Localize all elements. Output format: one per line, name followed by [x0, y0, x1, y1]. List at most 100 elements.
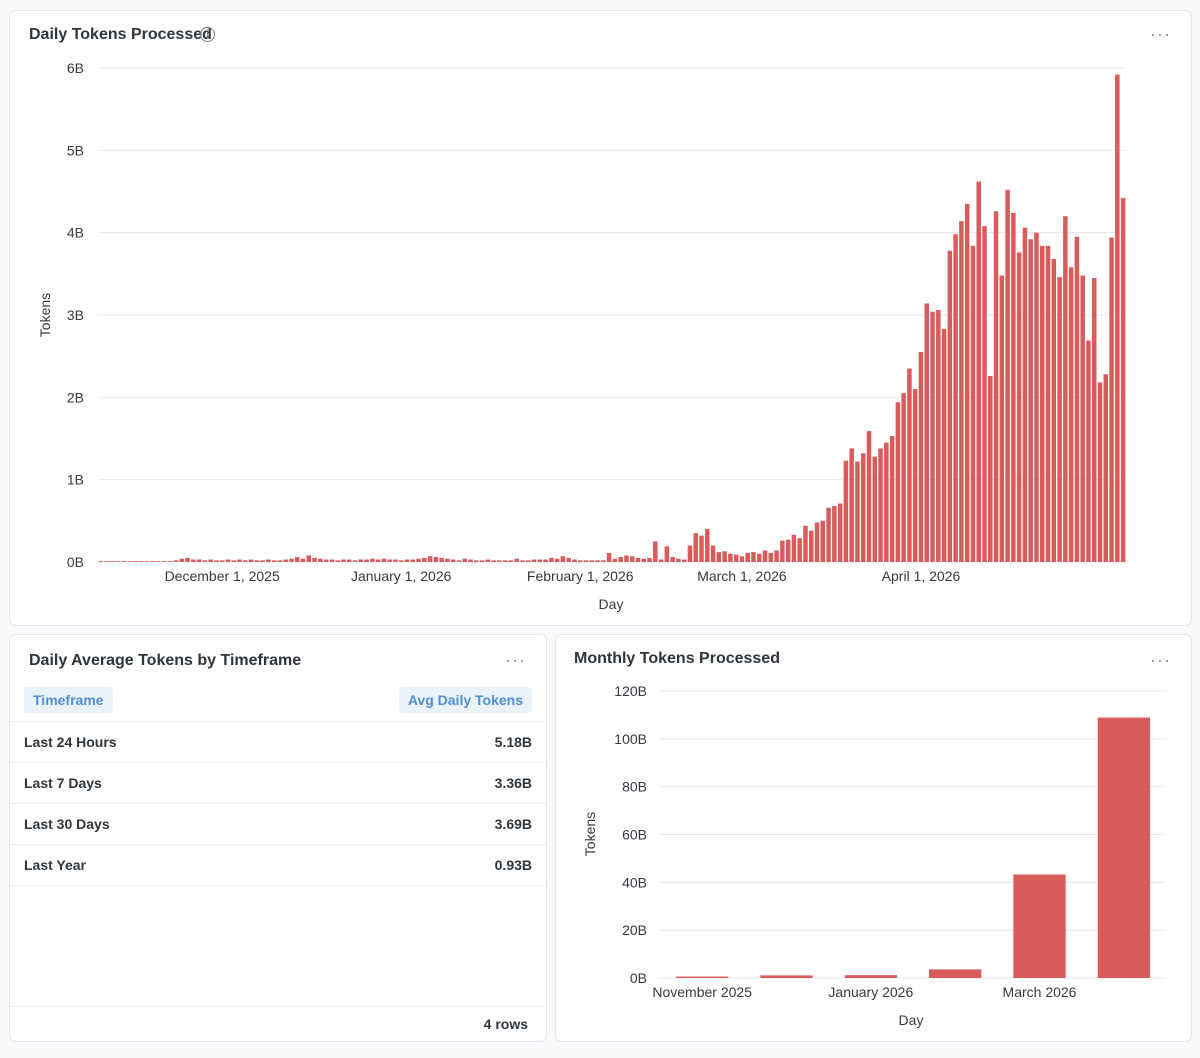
y-tick-label: 5B [67, 142, 84, 158]
daily-bar [479, 560, 485, 562]
daily-bar [912, 389, 918, 562]
daily-tokens-chart: 0B 1B 2B 3B 4B 5B 6B December 1, 2025 January 1,… [37, 60, 1126, 612]
daily-bar [733, 554, 739, 562]
daily-bar [162, 561, 167, 562]
daily-bar [901, 393, 906, 562]
daily-bar [289, 558, 294, 562]
avg-cell: 5.18B [494, 734, 532, 750]
daily-bar [728, 553, 733, 562]
daily-bar [474, 560, 479, 562]
daily-bar [1040, 245, 1045, 562]
daily-bar [277, 560, 283, 562]
daily-bar [237, 559, 242, 562]
daily-bar [104, 561, 109, 562]
daily-tokens-card: Daily Tokens Processed i ··· 0B 1B 2B 3B 4B 5… [9, 10, 1192, 626]
daily-bar [566, 557, 571, 562]
daily-bar [601, 560, 606, 562]
daily-bar [664, 546, 670, 562]
daily-bar [231, 560, 236, 562]
daily-bar [895, 402, 901, 562]
daily-bar [173, 560, 179, 562]
daily-bar [485, 559, 491, 562]
y-axis-label: Tokens [37, 293, 53, 337]
daily-bar [208, 559, 213, 562]
daily-bar [1097, 382, 1103, 562]
daily-bar [439, 557, 444, 562]
daily-bar [687, 545, 693, 562]
daily-bar [814, 522, 820, 562]
daily-bar [624, 555, 629, 562]
daily-bar [491, 560, 496, 562]
daily-bar [982, 226, 987, 562]
daily-bar [375, 559, 381, 562]
column-header-avg-daily-tokens[interactable]: Avg Daily Tokens [398, 687, 532, 713]
daily-bar [774, 550, 779, 562]
daily-bar [352, 560, 358, 562]
daily-bar [797, 538, 802, 562]
daily-bar [271, 560, 277, 562]
avg-card-menu-icon[interactable]: ··· [505, 650, 526, 670]
daily-bar [219, 560, 225, 562]
daily-bar [508, 560, 514, 562]
daily-bar [924, 303, 930, 562]
y-tick-label: 6B [67, 60, 84, 76]
column-header-timeframe[interactable]: Timeframe [24, 687, 113, 713]
daily-bar [820, 520, 826, 562]
daily-bar [526, 560, 531, 562]
y-tick-label: 40B [622, 874, 647, 890]
monthly-bar [676, 976, 729, 978]
monthly-card-menu-icon[interactable]: ··· [1150, 650, 1171, 670]
y-tick-label: 2B [67, 389, 84, 405]
y-tick-label: 20B [622, 922, 647, 938]
daily-bar [1120, 198, 1126, 562]
daily-bar [780, 540, 785, 562]
timeframe-cell: Last 7 Days [24, 775, 102, 791]
daily-bar [121, 561, 127, 562]
daily-bar [572, 559, 577, 562]
daily-bar [918, 352, 924, 562]
y-tick-label: 3B [67, 307, 84, 323]
daily-bar [577, 560, 583, 562]
daily-bar [179, 558, 184, 562]
daily-bar [450, 559, 456, 562]
daily-bar [745, 552, 750, 562]
daily-bar [537, 559, 543, 562]
daily-bar [785, 539, 791, 562]
daily-bar [941, 328, 947, 562]
daily-bar [959, 221, 964, 562]
daily-bar [589, 560, 595, 562]
daily-bar [202, 560, 208, 562]
daily-bar [872, 456, 878, 562]
daily-bar [964, 203, 970, 562]
daily-card-menu-icon[interactable]: ··· [1150, 24, 1171, 44]
daily-bar [387, 559, 392, 562]
daily-bar [970, 245, 976, 562]
monthly-bar [1097, 717, 1150, 978]
y-tick-label: 120B [614, 683, 647, 699]
daily-bar [150, 561, 156, 562]
daily-bar [462, 558, 467, 562]
table-row: Last Year 0.93B [10, 844, 546, 886]
daily-bar [185, 557, 190, 562]
daily-bar [693, 533, 698, 562]
table-footer: 4 rows [10, 1006, 546, 1041]
daily-bar [1028, 239, 1033, 562]
y-tick-label: 80B [622, 779, 647, 795]
monthly-bar [844, 975, 897, 978]
daily-bar [1057, 277, 1062, 562]
info-icon[interactable]: i [200, 27, 215, 42]
daily-bar [1063, 216, 1068, 562]
daily-bar [294, 557, 300, 562]
x-tick-label: January 1, 2026 [351, 568, 452, 584]
daily-bar [762, 550, 768, 562]
daily-bar [427, 556, 433, 562]
daily-bar [953, 234, 958, 562]
daily-bar [768, 552, 774, 562]
daily-bar [133, 561, 138, 562]
daily-bar [300, 558, 306, 562]
y-tick-label: 1B [67, 472, 84, 488]
daily-bar [329, 559, 335, 562]
daily-bar [635, 557, 641, 562]
daily-bar [398, 560, 404, 562]
daily-bar [612, 558, 618, 562]
